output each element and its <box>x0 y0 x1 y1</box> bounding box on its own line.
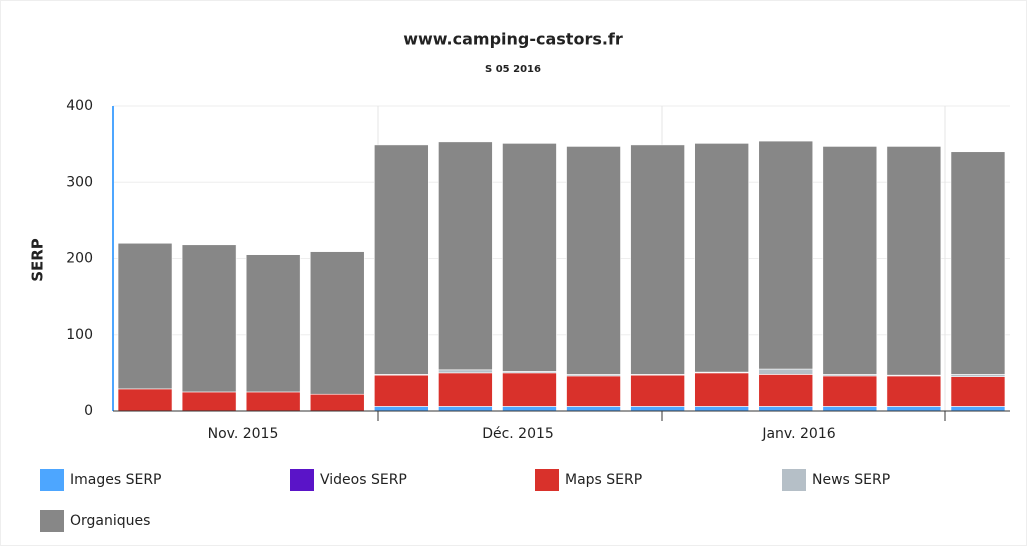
bar-segment <box>245 391 301 412</box>
bar-segment <box>758 406 814 412</box>
y-tick-label: 0 <box>84 403 93 419</box>
bar-segment <box>630 374 685 407</box>
bar-segment <box>950 151 1006 375</box>
bar-segment <box>566 375 621 407</box>
legend-label: Maps SERP <box>565 472 642 488</box>
bar-segment <box>950 374 1006 377</box>
bar-segment <box>822 406 878 412</box>
y-tick-label: 300 <box>66 174 93 190</box>
bar-segment <box>758 140 814 370</box>
legend-label: Images SERP <box>70 472 162 488</box>
bar-segment <box>694 372 749 407</box>
legend-swatch <box>40 510 64 532</box>
chart-subtitle: S 05 2016 <box>485 64 541 75</box>
bar-segment <box>309 393 365 412</box>
bar-segment <box>374 406 429 412</box>
legend-swatch <box>40 469 64 491</box>
legend-label: News SERP <box>812 472 890 488</box>
bar-segment <box>438 369 493 374</box>
bar-segment <box>117 388 173 412</box>
bar-segment <box>181 244 237 393</box>
bar-segment <box>694 143 749 373</box>
bar-segment <box>502 406 557 412</box>
x-axis-label: Nov. 2015 <box>208 426 279 442</box>
legend-label: Organiques <box>70 513 150 529</box>
bar-segment <box>630 144 685 375</box>
chart-title: www.camping-castors.fr <box>403 30 623 49</box>
bar-segment <box>758 374 814 407</box>
legend-label: Videos SERP <box>320 472 407 488</box>
x-axis-label: Janv. 2016 <box>761 426 835 442</box>
bar-segment <box>950 376 1006 407</box>
bar-segment <box>374 374 429 407</box>
bar-segment <box>438 372 493 407</box>
bar-segment <box>630 406 685 412</box>
legend-swatch <box>782 469 806 491</box>
legend-swatch <box>535 469 559 491</box>
y-axis-label: SERP <box>29 238 47 282</box>
bar-segment <box>502 372 557 407</box>
bar-segment <box>309 251 365 395</box>
bar-segment <box>886 406 942 412</box>
bar-segment <box>758 368 814 375</box>
legend-swatch <box>290 469 314 491</box>
bar-segment <box>950 406 1006 412</box>
bar-segment <box>694 406 749 412</box>
bar-segment <box>822 375 878 407</box>
bar-segment <box>374 144 429 375</box>
x-axis-label: Déc. 2015 <box>482 426 554 442</box>
bar-segment <box>438 141 493 371</box>
bar-segment <box>886 146 942 376</box>
bar-segment <box>438 406 493 412</box>
bar-segment <box>181 391 237 412</box>
y-tick-label: 100 <box>66 327 93 343</box>
bar-segment <box>822 146 878 375</box>
bar-segment <box>566 146 621 375</box>
y-tick-label: 200 <box>66 251 93 267</box>
bar-segment <box>117 242 173 390</box>
bar-segment <box>886 375 942 407</box>
y-tick-label: 400 <box>66 98 93 114</box>
bar-segment <box>566 406 621 412</box>
bar-segment <box>245 254 301 393</box>
bar-segment <box>502 143 557 372</box>
